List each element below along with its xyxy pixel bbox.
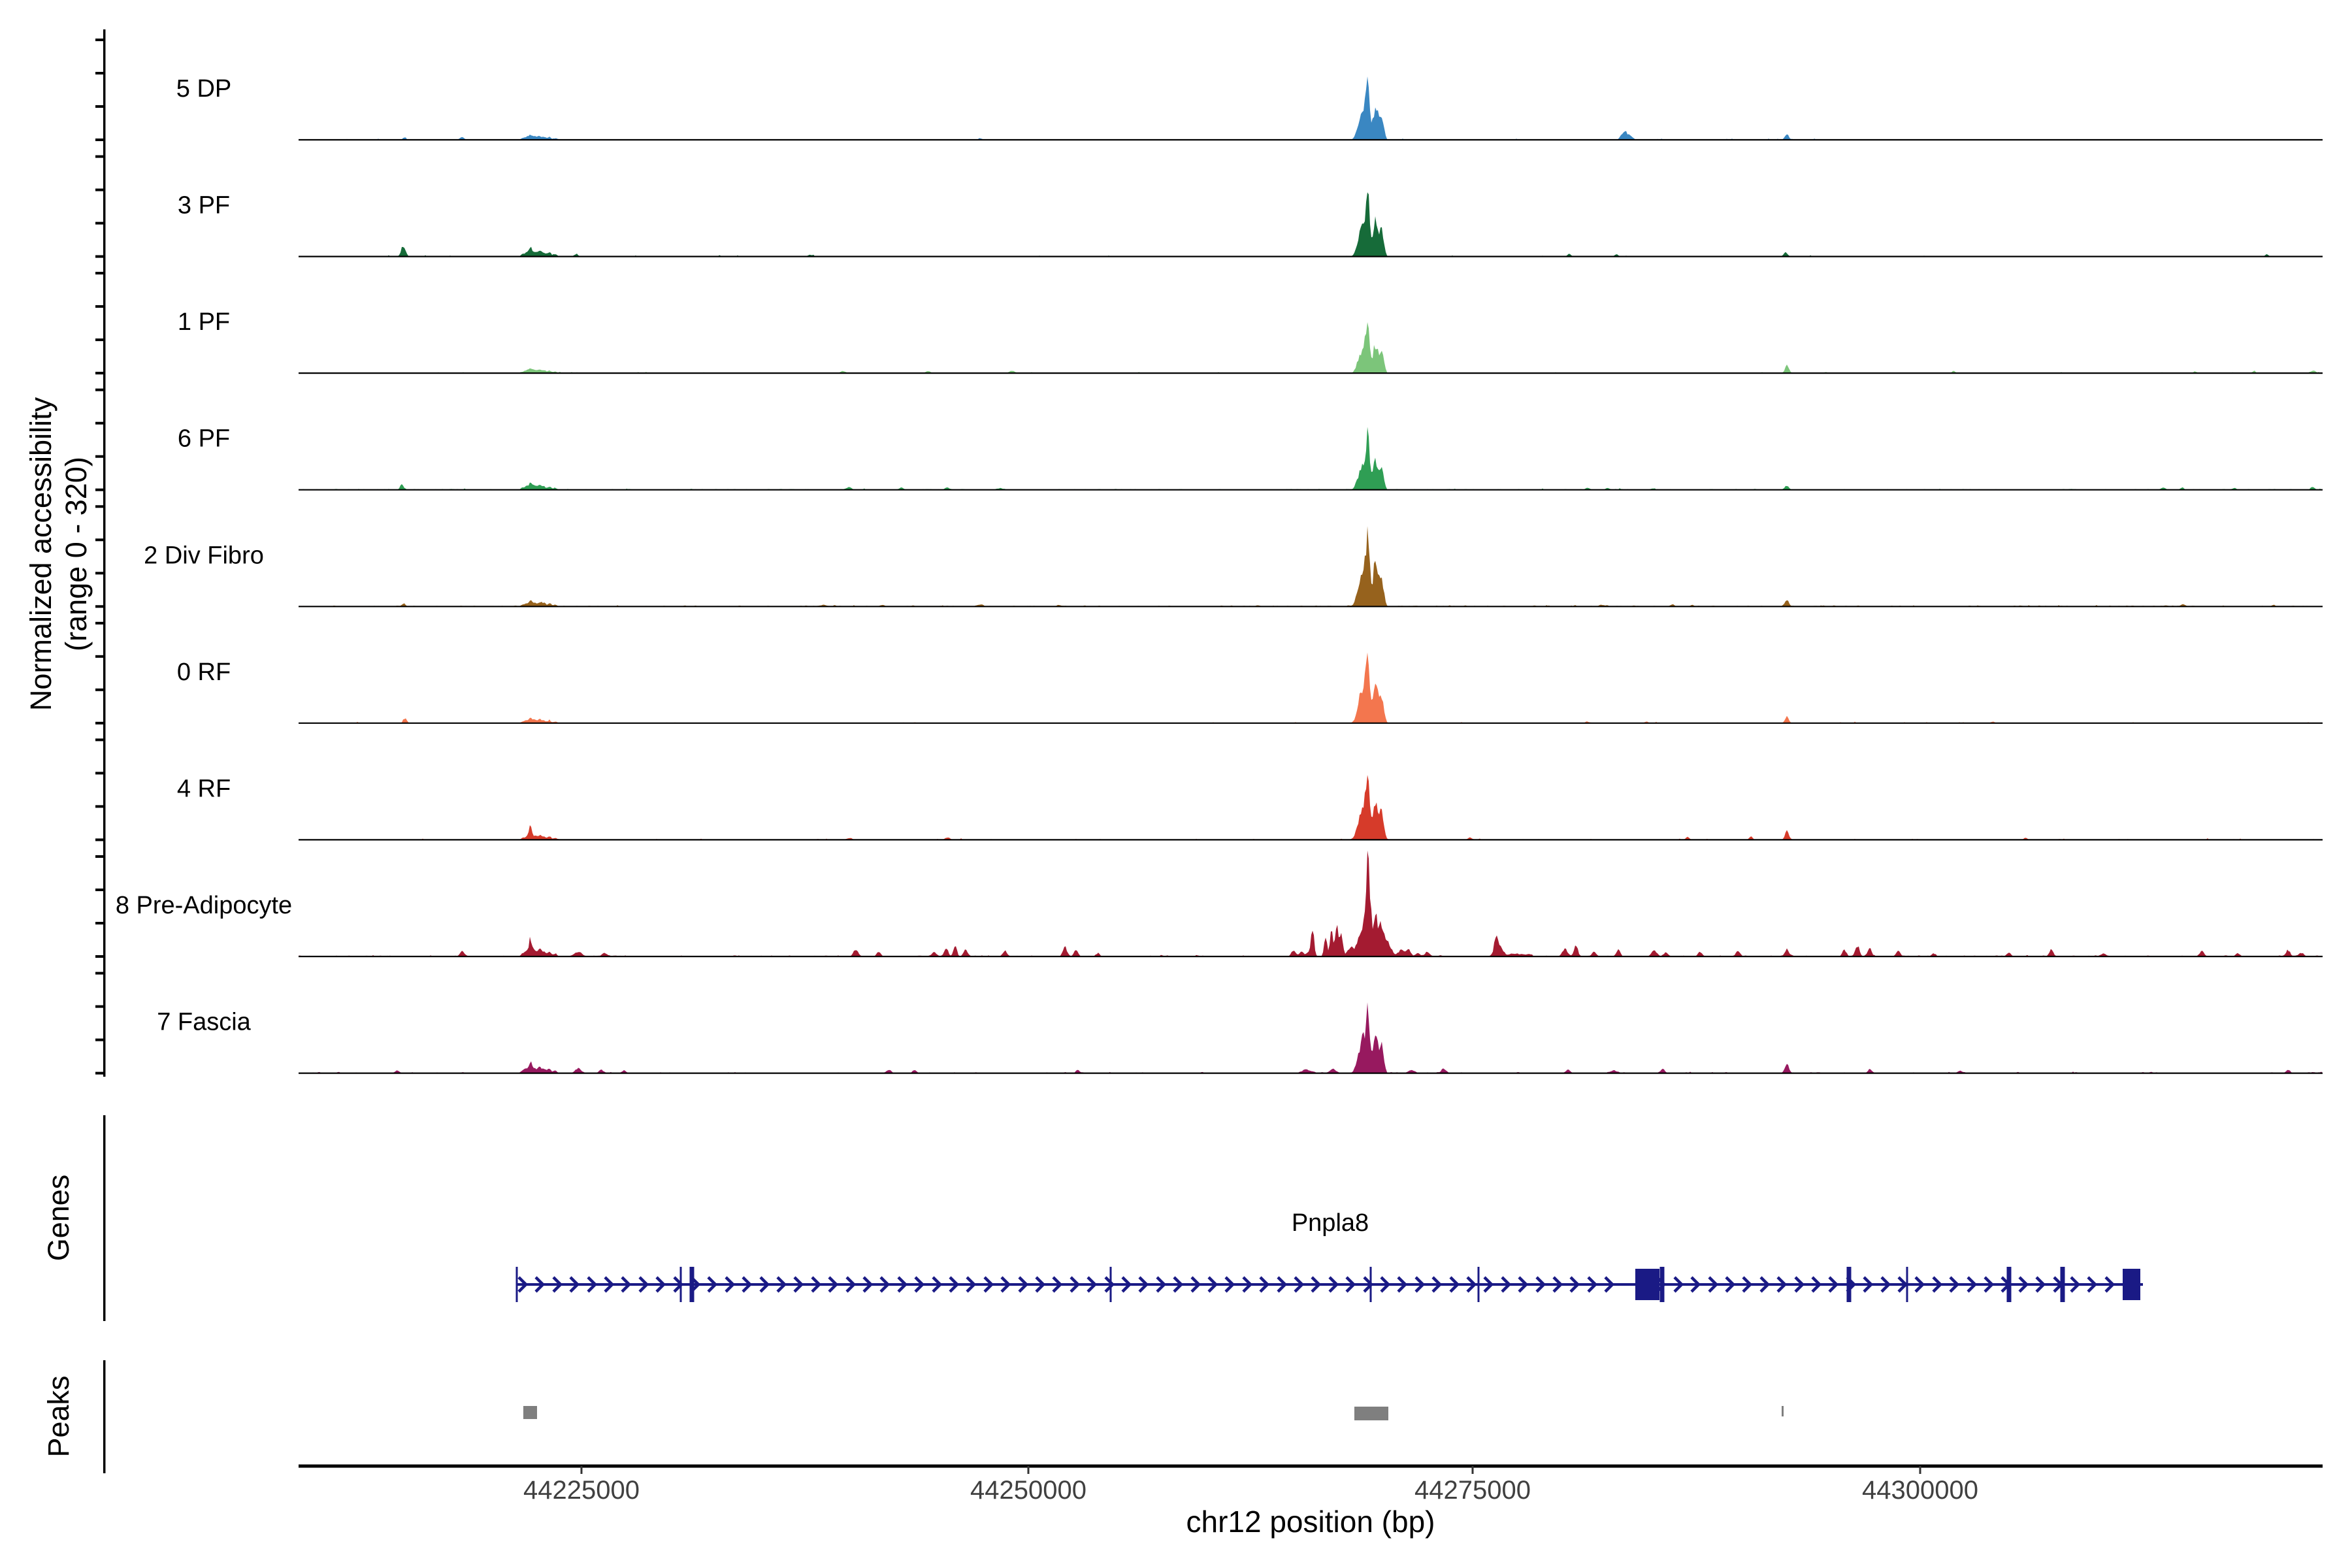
svg-text:2 Div Fibro: 2 Div Fibro xyxy=(144,542,264,569)
svg-text:(range 0 - 320): (range 0 - 320) xyxy=(59,457,93,651)
svg-text:8 Pre-Adipocyte: 8 Pre-Adipocyte xyxy=(116,892,292,919)
svg-text:chr12 position (bp): chr12 position (bp) xyxy=(1186,1505,1435,1539)
svg-text:44250000: 44250000 xyxy=(970,1476,1086,1505)
svg-text:0 RF: 0 RF xyxy=(177,659,231,686)
svg-text:7 Fascia: 7 Fascia xyxy=(157,1009,251,1036)
svg-text:3 PF: 3 PF xyxy=(178,192,230,220)
svg-text:44300000: 44300000 xyxy=(1862,1476,1978,1505)
svg-text:1 PF: 1 PF xyxy=(178,308,230,336)
svg-text:44275000: 44275000 xyxy=(1414,1476,1531,1505)
svg-text:6 PF: 6 PF xyxy=(178,425,230,453)
svg-text:4 RF: 4 RF xyxy=(177,775,231,802)
svg-text:Genes: Genes xyxy=(42,1175,75,1262)
svg-text:Peaks: Peaks xyxy=(42,1375,75,1457)
svg-text:Pnpla8: Pnpla8 xyxy=(1292,1209,1369,1237)
svg-text:5 DP: 5 DP xyxy=(176,75,231,103)
svg-text:44225000: 44225000 xyxy=(523,1476,640,1505)
svg-text:Normalized accessibility: Normalized accessibility xyxy=(24,397,57,711)
